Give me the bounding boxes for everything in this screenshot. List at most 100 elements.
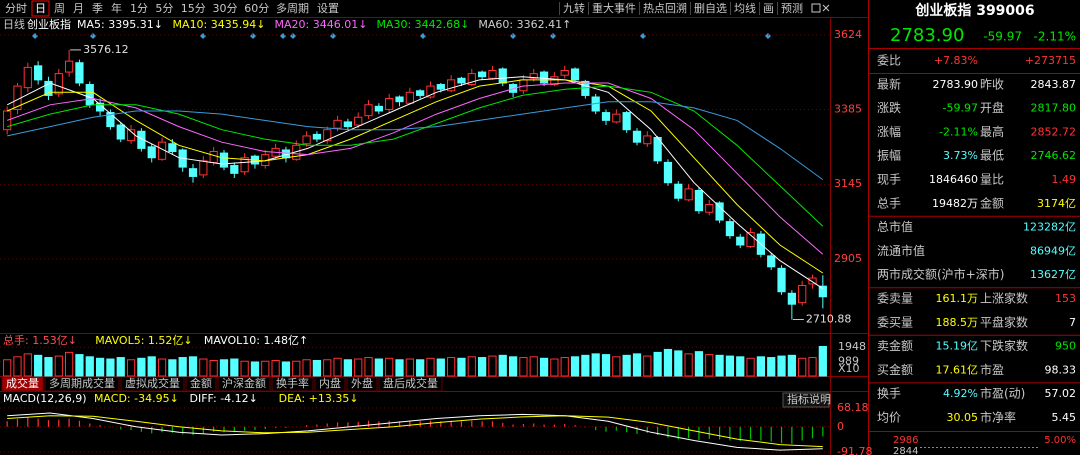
indicator-tab[interactable]: 虚拟成交量: [125, 376, 180, 390]
icon[interactable]: [811, 3, 821, 13]
candle-body: [147, 146, 156, 159]
volume-bar: [343, 359, 353, 377]
tab-bg[interactable]: [346, 376, 378, 392]
tab[interactable]: 5分: [155, 2, 173, 15]
volume-bar: [550, 358, 559, 377]
volume-bar: [798, 357, 807, 377]
tab[interactable]: 分时: [5, 2, 27, 15]
candle-body: [116, 124, 125, 140]
tab-bg[interactable]: [217, 376, 271, 392]
quote-label: 上涨家数: [980, 291, 1028, 306]
tab[interactable]: 季: [92, 2, 103, 15]
candle-body: [34, 65, 43, 81]
tab[interactable]: 日: [35, 2, 46, 15]
tab[interactable]: 30分: [213, 2, 238, 15]
indicator-tab[interactable]: 沪深金额: [222, 376, 266, 390]
tab-bg[interactable]: [378, 376, 443, 392]
candle-body: [736, 236, 745, 246]
candle-body: [787, 292, 796, 305]
volume-bar: [323, 359, 332, 377]
window-icons[interactable]: [811, 3, 830, 13]
quote-value: 5.45: [1052, 411, 1077, 424]
toolbar-button[interactable]: 热点回溯: [643, 2, 687, 15]
volume-bar: [312, 360, 322, 377]
volume-bar: [767, 357, 776, 377]
footer-value: 2986: [893, 435, 918, 446]
quote-value: 2843.87: [1031, 78, 1077, 91]
indicator-tab[interactable]: 盘后成交量: [383, 376, 438, 390]
toolbar-button[interactable]: 预测: [781, 2, 803, 15]
ma-legend: MA60: 3362.41↑: [478, 18, 571, 31]
indicator-tab[interactable]: 成交量: [6, 376, 39, 390]
toolbar-button[interactable]: 删自选: [694, 2, 727, 15]
toolbar-button[interactable]: 九转: [563, 1, 585, 15]
volume-bar: [539, 357, 549, 377]
volume-bar: [436, 358, 445, 377]
volume-bar: [116, 357, 125, 377]
quote-value: 1846460: [929, 173, 978, 186]
candle-body: [622, 112, 631, 131]
tab[interactable]: 多周期: [276, 1, 309, 15]
toolbar-button[interactable]: 重大事件: [592, 1, 636, 15]
volume-bar: [653, 351, 662, 377]
volume-bar: [13, 356, 22, 377]
quote-label: 振幅: [877, 148, 901, 163]
volume-bar: [725, 355, 735, 377]
candle-body: [663, 161, 673, 184]
tab-bg[interactable]: [271, 376, 314, 392]
tab[interactable]: 月: [73, 2, 84, 15]
icon[interactable]: [822, 4, 830, 12]
indicator-tab[interactable]: 多周期成交量: [49, 376, 115, 390]
quote-value: -2.11%: [939, 125, 978, 138]
tab[interactable]: 60分: [244, 2, 269, 15]
indicator-tab[interactable]: 换手率: [276, 376, 309, 390]
volume-bar: [95, 357, 105, 377]
tab[interactable]: 周: [54, 2, 65, 15]
quote-value: +7.83%: [934, 54, 978, 67]
ma-legend: MA30: 3442.68↓: [376, 18, 469, 31]
candle-body: [209, 151, 218, 163]
tab[interactable]: 设置: [317, 2, 339, 15]
candle-body: [364, 104, 373, 117]
volume-bar: [85, 356, 94, 377]
quote-label: 开盘: [980, 100, 1004, 115]
candle-body: [684, 188, 693, 201]
indicator-tab[interactable]: 外盘: [351, 376, 373, 390]
tab-bg[interactable]: [120, 376, 185, 392]
candle-body: [343, 121, 353, 128]
volume-bar: [364, 357, 373, 377]
candle-body: [75, 62, 84, 84]
tab[interactable]: 年: [111, 1, 122, 15]
quote-label: 涨幅: [877, 124, 901, 139]
quote-value: +273715: [1025, 54, 1076, 67]
indicator-tab[interactable]: 金额: [190, 376, 212, 390]
volume-bar: [209, 360, 218, 377]
candle-body: [498, 68, 507, 84]
volume-bar: [570, 356, 580, 377]
button-bg[interactable]: [782, 392, 830, 408]
tab-active[interactable]: [1, 376, 44, 392]
indicator-tab[interactable]: 内盘: [319, 376, 341, 390]
y-tick-label: -91.78: [837, 445, 872, 455]
toolbar-button[interactable]: 画: [763, 2, 774, 15]
marker: [765, 33, 771, 39]
ma-line: [7, 79, 824, 274]
low-label: 2710.88: [806, 312, 852, 325]
tab-bg[interactable]: [314, 376, 346, 392]
tab[interactable]: 15分: [181, 2, 206, 15]
volume-bar: [601, 354, 611, 377]
volume-bar: [519, 357, 528, 377]
volume-unit: X10: [838, 362, 860, 375]
quote-value: 123282亿: [1023, 221, 1076, 234]
toolbar-button[interactable]: 均线: [734, 1, 756, 15]
y-tick-label: 3145: [834, 177, 862, 190]
volume-bar: [219, 359, 229, 377]
tab-bg[interactable]: [185, 376, 217, 392]
tab-bg[interactable]: [44, 376, 120, 392]
indicator-help[interactable]: 指标说明: [787, 392, 831, 406]
tab[interactable]: 1分: [130, 2, 148, 15]
candle-body: [539, 71, 549, 84]
candle-body: [705, 203, 714, 213]
candle-body: [219, 152, 229, 168]
quote-value: 15.19亿: [936, 340, 979, 353]
